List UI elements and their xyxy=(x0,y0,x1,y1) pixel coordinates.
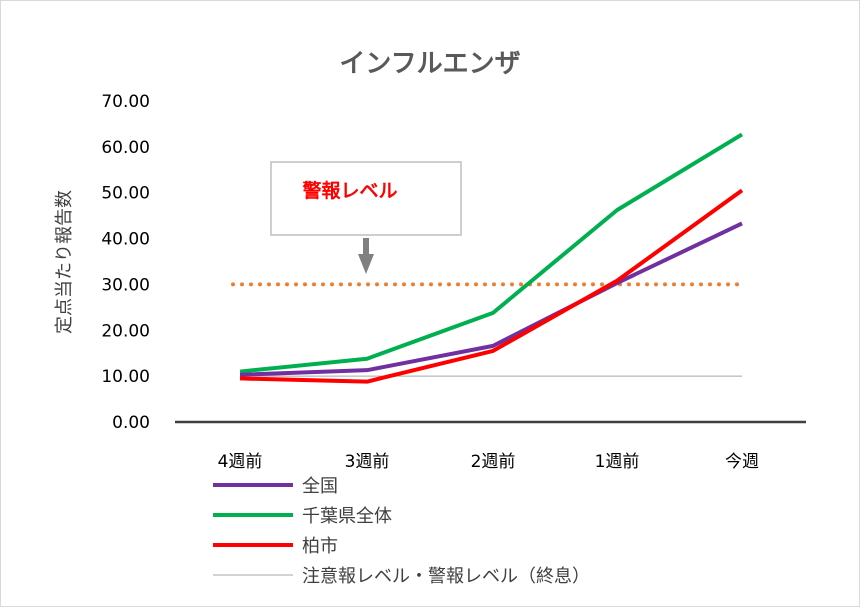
legend-item: 千葉県全体 xyxy=(213,506,392,527)
y-tick-label: 30.00 xyxy=(101,275,150,295)
y-tick-label: 20.00 xyxy=(101,321,150,341)
x-tick-label: 3週前 xyxy=(345,452,390,472)
legend-label: 全国 xyxy=(302,476,338,497)
y-tick-label: 10.00 xyxy=(101,367,150,387)
legend-label: 千葉県全体 xyxy=(302,506,392,527)
arrow-down-icon xyxy=(363,238,369,254)
x-tick-label: 4週前 xyxy=(218,452,263,472)
legend-label: 柏市 xyxy=(302,536,338,557)
x-tick-label: 今週 xyxy=(725,452,759,472)
y-tick-label: 50.00 xyxy=(101,184,150,204)
y-tick-label: 60.00 xyxy=(101,138,150,158)
series-line-0 xyxy=(239,221,743,377)
y-tick-label: 40.00 xyxy=(101,230,150,250)
legend-item: 全国 xyxy=(213,476,338,497)
x-tick-label: 1週前 xyxy=(595,452,640,472)
callout-box: 警報レベル xyxy=(270,161,462,274)
y-tick-label: 0.00 xyxy=(112,413,150,433)
y-axis-label: 定点当たり報告数 xyxy=(54,190,75,334)
chart-title: インフルエンザ xyxy=(339,49,520,79)
legend-item: 注意報レベル・警報レベル（終息） xyxy=(213,566,590,587)
legend-item: 柏市 xyxy=(213,536,338,557)
legend-label: 注意報レベル・警報レベル（終息） xyxy=(302,566,590,587)
y-tick-label: 70.00 xyxy=(101,92,150,112)
x-tick-label: 2週前 xyxy=(471,452,516,472)
callout-text: 警報レベル xyxy=(302,179,397,202)
series-line-1 xyxy=(239,132,744,374)
series-line-2 xyxy=(239,188,744,384)
